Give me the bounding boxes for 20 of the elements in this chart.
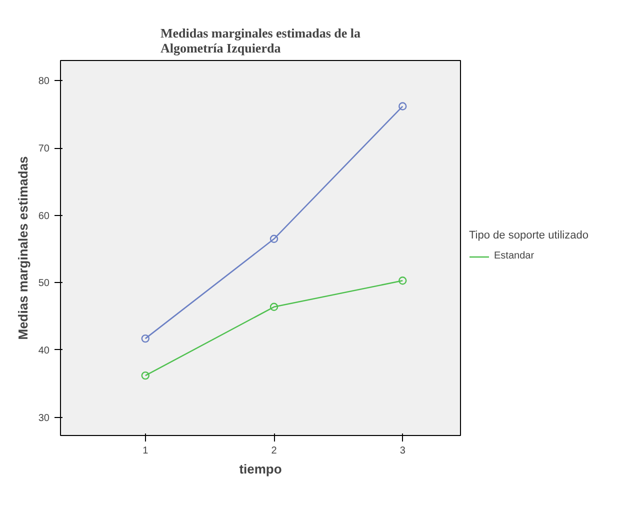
y-tick-label: 70 (38, 144, 50, 155)
legend-title: Tipo de soporte utilizado (469, 229, 588, 241)
chart-title: Medidas marginales estimadas de la Algometría Izquierda (160, 26, 362, 56)
legend-label: Estandar (494, 250, 534, 262)
y-tick-label: 80 (38, 76, 50, 88)
y-tick-label: 30 (38, 412, 50, 424)
point (270, 302, 278, 311)
point (141, 334, 150, 343)
x-tick-label: 3 (400, 446, 406, 456)
y-tick-label: 50 (38, 278, 50, 290)
point (141, 371, 150, 380)
point (270, 234, 278, 244)
y-tick-label: 60 (38, 210, 50, 222)
y-tick-label: 40 (38, 345, 50, 356)
x-axis-title: tiempo (239, 462, 282, 476)
point (398, 102, 407, 110)
point (398, 276, 407, 285)
x-tick-label: 2 (271, 446, 278, 456)
y-axis-title: Medias marginales estimadas (15, 156, 30, 340)
x-tick-label: 1 (142, 446, 149, 456)
